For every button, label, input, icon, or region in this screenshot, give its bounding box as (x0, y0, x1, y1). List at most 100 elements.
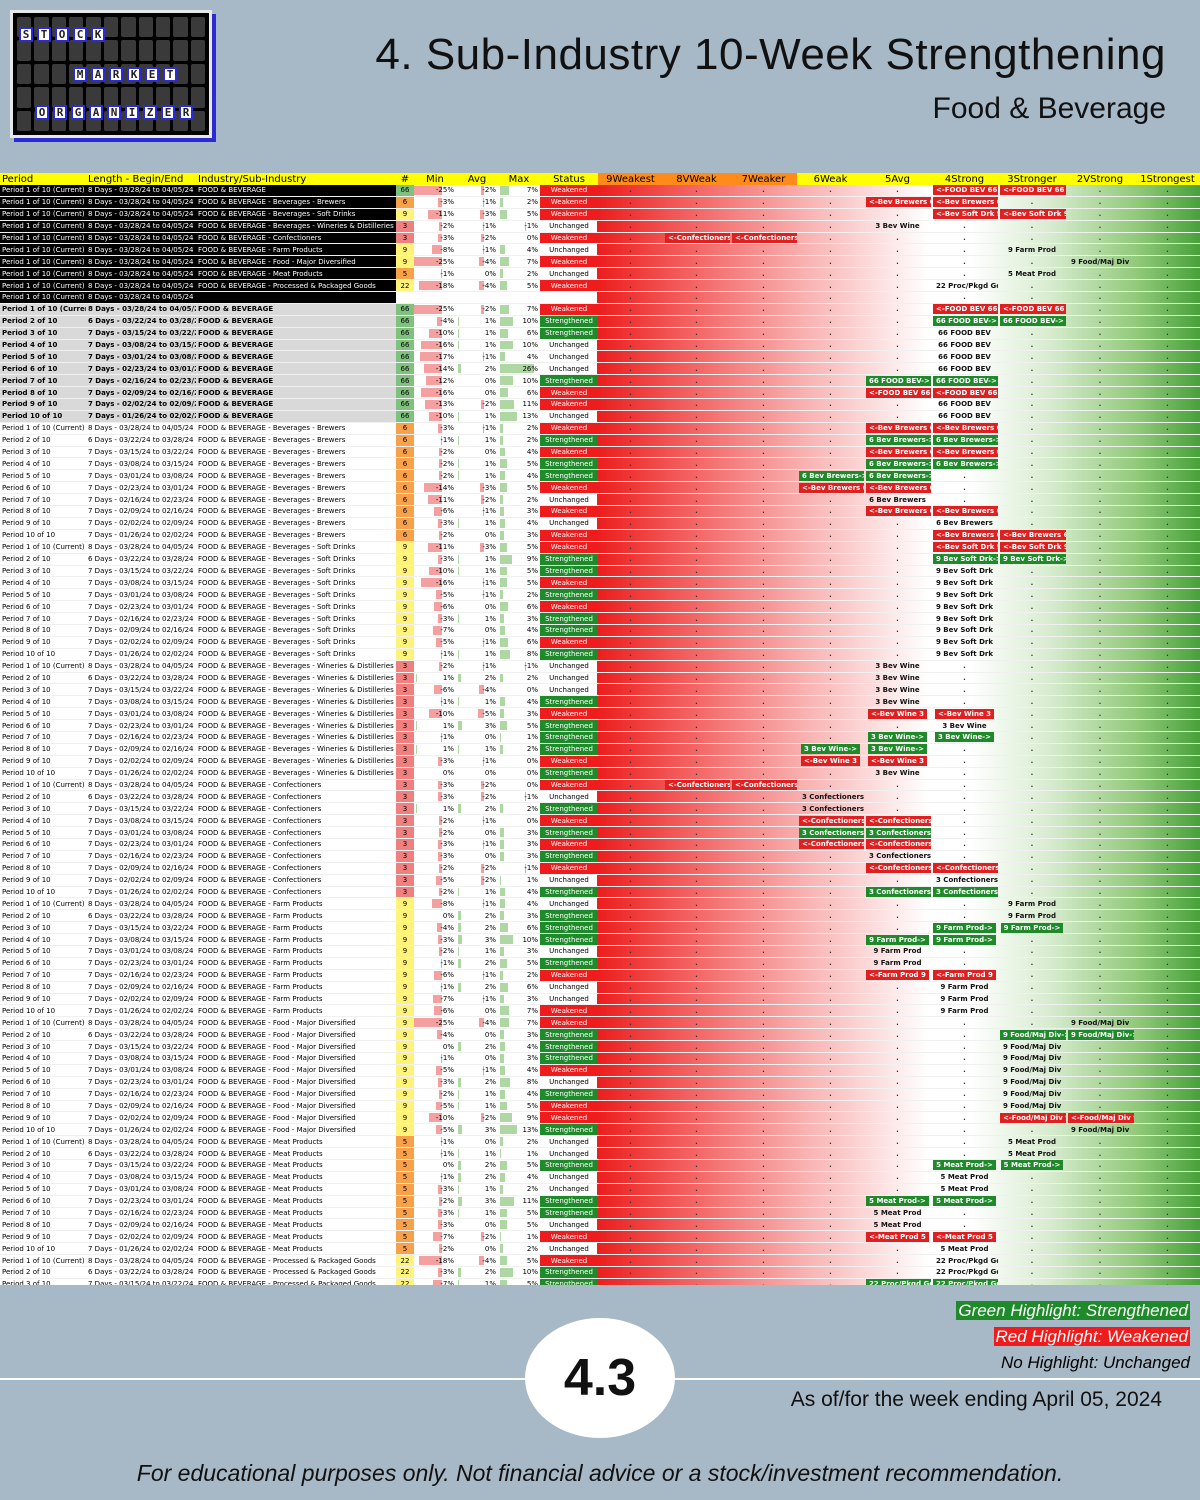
score-cell: . (1134, 505, 1200, 518)
industry-cell: FOOD & BEVERAGE - Beverages - Wineries &… (196, 695, 396, 709)
max-cell: 3% (498, 1052, 540, 1065)
min-cell: -3% (414, 612, 456, 625)
score-cell: . (1066, 540, 1134, 554)
score-cell: . (998, 232, 1066, 245)
score-cell: 22 Proc/Pkgd Gd (931, 1266, 998, 1279)
period-cell: Period 5 of 10 (0, 469, 86, 483)
min-cell: -3% (414, 755, 456, 768)
min-bar (414, 304, 442, 314)
score-cell: . (730, 481, 797, 495)
min-bar (438, 851, 442, 861)
rank-label: 3 Bev Wine (875, 673, 920, 682)
score-cell: 6 Bev Brewers-> (864, 469, 931, 483)
avg-cell: -2% (456, 302, 498, 316)
score-cell: . (1134, 327, 1200, 340)
score-cell: . (730, 493, 797, 507)
score-cell: . (598, 1171, 663, 1184)
avg-bar (458, 982, 461, 992)
period-cell: Period 3 of 10 (0, 565, 86, 578)
max-cell: 2% (498, 493, 540, 507)
score-cell: 9 Farm Prod (998, 909, 1066, 923)
score-cell: . (998, 719, 1066, 732)
count-cell: 3 (396, 778, 414, 792)
length-cell: 7 Days - 02/23/24 to 03/01/24 (86, 481, 196, 495)
score-cell: . (598, 302, 663, 316)
table-row: Period 1 of 10 (Current)8 Days - 03/28/2… (0, 196, 1200, 209)
avg-bar (481, 1232, 484, 1242)
max-cell: 5% (498, 957, 540, 970)
count-cell: 6 (396, 446, 414, 459)
count-cell: 3 (396, 659, 414, 673)
score-cell: 9 Bev Soft Drk (931, 648, 998, 661)
score-cell: . (797, 588, 864, 602)
avg-cell: 1% (456, 1100, 498, 1113)
score-cell: . (797, 600, 864, 614)
max-bar (500, 435, 503, 445)
rank-label: 5 Meat Prod-> (866, 1196, 929, 1207)
length-cell: 7 Days - 01/26/24 to 02/02/24 (86, 1123, 196, 1137)
table-row: Period 4 of 10 7 Days - 03/08/24 to 03/15… (0, 933, 1200, 946)
score-cell: 3 Bev Wine (864, 220, 931, 233)
logo-letter: R (109, 67, 123, 82)
table-row: Period 9 of 10 7 Days - 02/02/24 to 02/09… (0, 636, 1200, 649)
score-cell: . (1066, 969, 1134, 982)
score-cell: . (797, 1195, 864, 1208)
length-cell: 7 Days - 03/15/24 to 03/22/24 (86, 683, 196, 697)
length-cell: 7 Days - 02/16/24 to 02/23/24 (86, 612, 196, 625)
score-cell: 6 Bev Brewers (864, 493, 931, 507)
max-cell: 3% (498, 945, 540, 958)
industry-cell: FOOD & BEVERAGE - Confectioners (196, 874, 396, 887)
table-row: Period 5 of 10 7 Days - 03/01/24 to 03/08… (0, 826, 1200, 839)
max-cell: 11% (498, 398, 540, 411)
score-cell: . (864, 600, 931, 614)
score-cell: . (797, 517, 864, 530)
score-cell: . (1066, 1278, 1134, 1285)
score-cell: . (730, 600, 797, 614)
min-bar (438, 1220, 442, 1230)
score-cell: . (931, 1207, 998, 1220)
score-cell: <-Bev Soft Drk 9 (998, 540, 1066, 554)
column-header: 2VStrong (1066, 173, 1134, 185)
score-cell: . (1134, 1088, 1200, 1101)
score-cell: . (998, 707, 1066, 721)
score-cell: . (730, 279, 797, 293)
score-cell: . (797, 410, 864, 423)
max-cell: 7% (498, 185, 540, 197)
score-cell: . (797, 446, 864, 459)
avg-cell: -2% (456, 874, 498, 887)
rank-label: 9 Bev Soft Drk-> (1000, 554, 1066, 565)
score-cell: . (598, 1266, 663, 1279)
score-cell: . (1134, 612, 1200, 625)
industry-cell: FOOD & BEVERAGE - Food - Major Diversifi… (196, 1052, 396, 1065)
industry-cell: FOOD & BEVERAGE (196, 386, 396, 400)
score-cell: . (598, 457, 663, 471)
score-cell: . (598, 1040, 663, 1054)
industry-cell: FOOD & BEVERAGE - Processed & Packaged G… (196, 1254, 396, 1268)
score-cell: . (598, 208, 663, 221)
score-cell: . (598, 481, 663, 495)
min-bar (438, 792, 442, 802)
rank-label: 9 Food/Maj Div (1071, 1125, 1130, 1134)
avg-cell: 0% (456, 1028, 498, 1042)
score-cell: . (864, 208, 931, 221)
table-row: Period 2 of 10 6 Days - 03/22/24 to 03/28… (0, 1266, 1200, 1279)
score-cell: . (598, 636, 663, 649)
count-cell: 9 (396, 624, 414, 637)
max-cell: 4% (498, 446, 540, 459)
min-bar (421, 388, 442, 398)
avg-cell: -2% (456, 1230, 498, 1244)
score-cell: . (1134, 565, 1200, 578)
count-cell: 66 (396, 398, 414, 411)
score-cell: . (797, 1040, 864, 1054)
rank-label: 6 Bev Brewers-> (933, 458, 998, 469)
score-cell: . (998, 826, 1066, 839)
score-cell: . (797, 398, 864, 411)
industry-cell: FOOD & BEVERAGE - Meat Products (196, 1171, 396, 1184)
rank-label: 3 Confectioners (869, 852, 931, 861)
min-cell: -8% (414, 243, 456, 257)
score-cell: <-Food/Maj Div 9 (1066, 1111, 1134, 1125)
industry-cell: FOOD & BEVERAGE - Beverages - Soft Drink… (196, 612, 396, 625)
score-cell: . (663, 683, 730, 697)
score-cell: . (730, 1016, 797, 1030)
min-cell: -5% (414, 1064, 456, 1077)
